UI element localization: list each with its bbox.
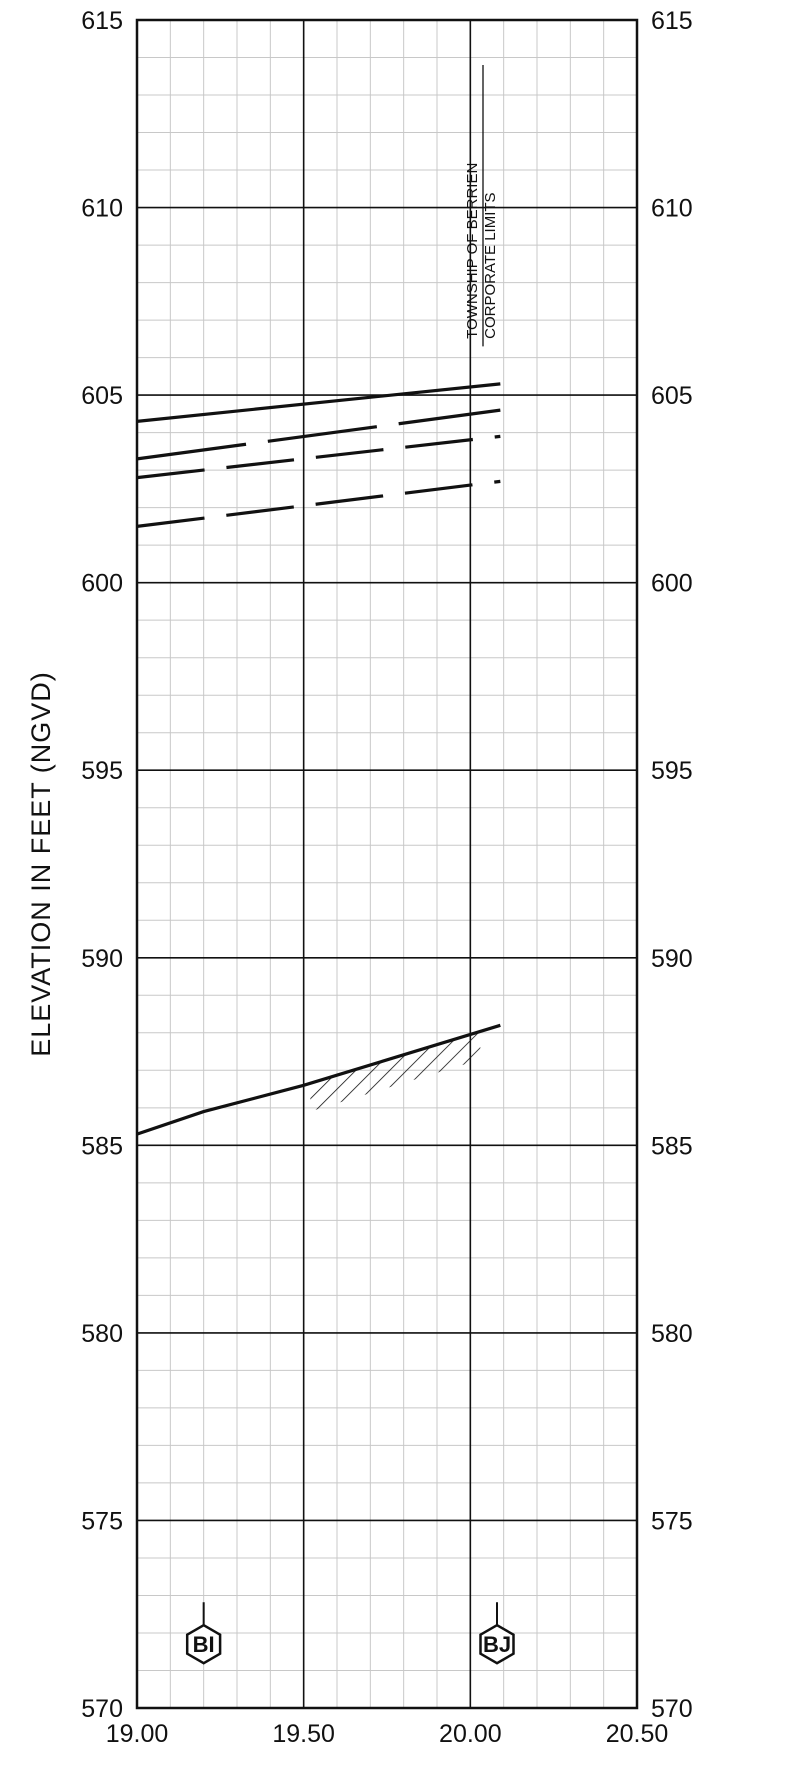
y-tick-label: 610 — [651, 195, 693, 223]
cross-section-label: BJ — [483, 1632, 511, 1657]
y-tick-label: 585 — [81, 1132, 123, 1160]
annotation-line-1: TOWNSHIP OF BERRIEN — [464, 163, 481, 339]
major-gridlines — [136, 19, 638, 1709]
streambed — [136, 1023, 501, 1136]
profile-lines — [136, 382, 501, 528]
streambed-hatching — [310, 1031, 481, 1112]
profile-line-3 — [136, 434, 501, 480]
annotation-line-2: CORPORATE LIMITS — [482, 192, 499, 338]
y-tick-label: 590 — [81, 945, 123, 973]
y-tick-label: 580 — [651, 1320, 693, 1348]
y-tick-label: 595 — [81, 757, 123, 785]
y-tick-labels-left: 570 575 580 585 590 595 600 605 610 615 — [81, 7, 123, 1723]
y-tick-label: 585 — [651, 1132, 693, 1160]
x-tick-label: 20.00 — [439, 1720, 502, 1748]
y-axis-label: ELEVATION IN FEET (NGVD) — [26, 671, 56, 1057]
y-tick-label: 575 — [81, 1507, 123, 1535]
minor-gridlines — [136, 19, 638, 1709]
y-tick-label: 610 — [81, 195, 123, 223]
y-tick-label: 605 — [81, 382, 123, 410]
x-tick-label: 19.50 — [272, 1720, 335, 1748]
profile-line-4 — [136, 479, 501, 528]
cross-section-hexagon — [479, 1623, 515, 1665]
cross-section-hexagon — [185, 1623, 222, 1665]
y-tick-label: 605 — [651, 382, 693, 410]
y-tick-label: 570 — [81, 1695, 123, 1723]
x-tick-label: 20.50 — [606, 1720, 669, 1748]
y-tick-label: 600 — [81, 570, 123, 598]
cross-section-marker: BI — [185, 1602, 222, 1665]
y-tick-label: 580 — [81, 1320, 123, 1348]
y-tick-label: 615 — [651, 7, 693, 35]
profile-line-2 — [136, 408, 501, 461]
plot-frame — [135, 18, 639, 1710]
y-tick-label: 570 — [651, 1695, 693, 1723]
corporate-limits-annotation: TOWNSHIP OF BERRIEN CORPORATE LIMITS — [464, 65, 499, 347]
y-tick-label: 600 — [651, 570, 693, 598]
y-tick-label: 590 — [651, 945, 693, 973]
cross-section-markers: BI BJ — [185, 1602, 515, 1665]
y-tick-label: 595 — [651, 757, 693, 785]
cross-section-marker: BJ — [479, 1602, 515, 1665]
profile-line-1 — [136, 382, 501, 423]
x-tick-label: 19.00 — [106, 1720, 169, 1748]
y-tick-labels-right: 570 575 580 585 590 595 600 605 610 615 — [651, 7, 693, 1723]
cross-section-label: BI — [193, 1632, 215, 1657]
y-tick-label: 575 — [651, 1507, 693, 1535]
y-tick-label: 615 — [81, 7, 123, 35]
streambed-line — [136, 1023, 501, 1136]
x-tick-labels: 19.00 19.50 20.00 20.50 — [106, 1720, 669, 1748]
